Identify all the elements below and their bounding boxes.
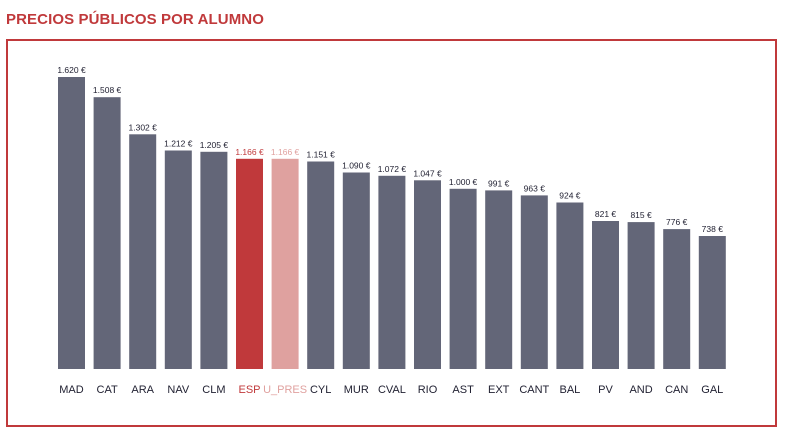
bar-mad xyxy=(58,77,85,369)
bar-rio xyxy=(414,180,441,369)
value-label-rio: 1.047 € xyxy=(413,168,442,178)
bar-ext xyxy=(485,190,513,369)
bar-mur xyxy=(342,172,370,369)
category-label-pv: PV xyxy=(598,384,613,396)
bar-nav xyxy=(164,150,192,369)
value-label-and: 815 € xyxy=(630,210,652,220)
category-label-cval: CVAL xyxy=(378,384,406,396)
category-label-ext: EXT xyxy=(488,384,510,396)
value-label-pv: 821 € xyxy=(595,209,617,219)
category-label-ara: ARA xyxy=(131,384,154,396)
value-label-cant: 963 € xyxy=(524,183,546,193)
category-label-ast: AST xyxy=(452,384,474,396)
value-label-ast: 1.000 € xyxy=(449,177,478,187)
bar-clm xyxy=(200,151,228,369)
value-label-clm: 1.205 € xyxy=(200,140,229,150)
value-label-gal: 738 € xyxy=(702,224,724,234)
category-label-esp: ESP xyxy=(238,384,260,396)
value-label-mad: 1.620 € xyxy=(57,65,86,75)
bar-ara xyxy=(129,134,157,369)
category-label-u-pres: U_PRES xyxy=(263,384,307,396)
category-label-nav: NAV xyxy=(167,384,189,396)
category-label-mur: MUR xyxy=(344,384,369,396)
bar-cval xyxy=(378,175,406,369)
value-label-cyl: 1.151 € xyxy=(307,150,336,160)
value-label-ext: 991 € xyxy=(488,178,510,188)
category-label-and: AND xyxy=(629,384,652,396)
value-label-mur: 1.090 € xyxy=(342,161,371,171)
category-label-bal: BAL xyxy=(560,384,581,396)
category-label-clm: CLM xyxy=(202,384,225,396)
bar-u-pres xyxy=(271,158,299,369)
category-label-cant: CANT xyxy=(519,384,549,396)
value-label-ara: 1.302 € xyxy=(129,122,158,132)
bar-bal xyxy=(556,202,584,369)
value-label-bal: 924 € xyxy=(559,191,581,201)
bar-esp xyxy=(236,158,263,369)
category-label-mad: MAD xyxy=(59,384,84,396)
bar-pv xyxy=(592,221,619,369)
bar-and xyxy=(627,222,655,369)
category-label-rio: RIO xyxy=(418,384,438,396)
bar-ast xyxy=(449,188,477,369)
value-label-can: 776 € xyxy=(666,217,688,227)
category-label-gal: GAL xyxy=(701,384,723,396)
bar-cant xyxy=(520,195,548,369)
value-label-u-pres: 1.166 € xyxy=(271,147,300,157)
category-label-can: CAN xyxy=(665,384,688,396)
value-label-nav: 1.212 € xyxy=(164,139,193,149)
chart-frame xyxy=(6,39,777,427)
category-label-cyl: CYL xyxy=(310,384,331,396)
value-label-cat: 1.508 € xyxy=(93,85,122,95)
category-label-cat: CAT xyxy=(97,384,118,396)
bar-cyl xyxy=(307,161,335,369)
bar-cat xyxy=(93,97,121,369)
chart-title: PRECIOS PÚBLICOS POR ALUMNO xyxy=(6,11,264,28)
value-label-esp: 1.166 € xyxy=(235,147,264,157)
value-label-cval: 1.072 € xyxy=(378,164,407,174)
bar-can xyxy=(663,229,691,369)
bar-gal xyxy=(698,236,726,369)
